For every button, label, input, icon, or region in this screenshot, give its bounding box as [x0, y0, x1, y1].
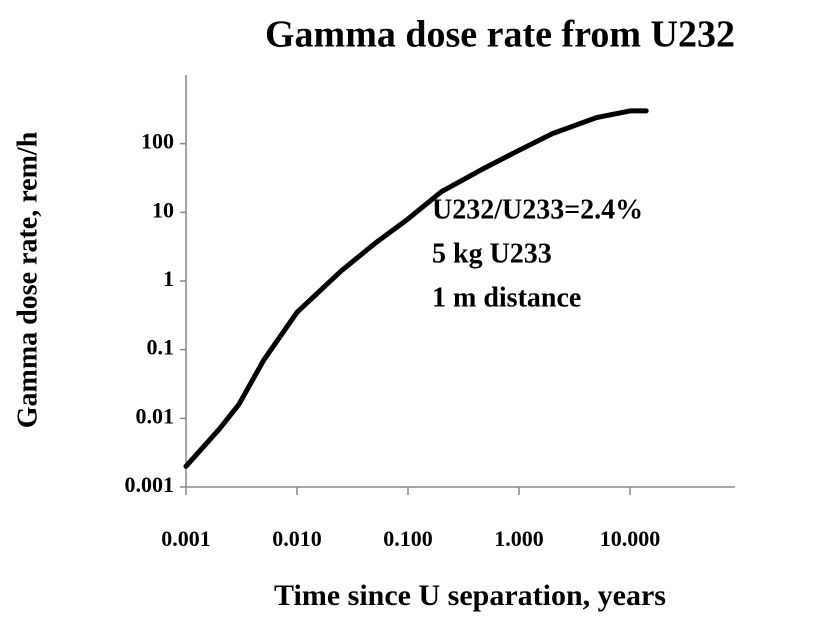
annotation: 1 m distance: [432, 282, 581, 313]
x-tick-label: 0.010: [272, 526, 322, 551]
x-tick-label: 10.000: [600, 526, 661, 551]
x-tick-label: 0.100: [383, 526, 433, 551]
y-tick-label: 0.01: [136, 403, 175, 428]
x-tick-label: 1.000: [494, 526, 544, 551]
line: [183, 108, 649, 469]
y-tick-label: 0.001: [125, 472, 175, 497]
y-tick-label: 0.1: [147, 335, 175, 360]
y-tick-label: 1: [163, 266, 174, 291]
y-tick-label: 100: [141, 129, 174, 154]
x-axis-label: Time since U separation, years: [274, 579, 666, 612]
y-axis-label: Gamma dose rate, rem/h: [12, 131, 43, 428]
chart-title: Gamma dose rate from U232: [265, 14, 735, 56]
y-tick-label: 10: [152, 197, 174, 222]
annotation: U232/U233=2.4%: [432, 194, 643, 225]
x-tick-label: 0.001: [161, 526, 211, 551]
annotation: 5 kg U233: [432, 238, 552, 269]
